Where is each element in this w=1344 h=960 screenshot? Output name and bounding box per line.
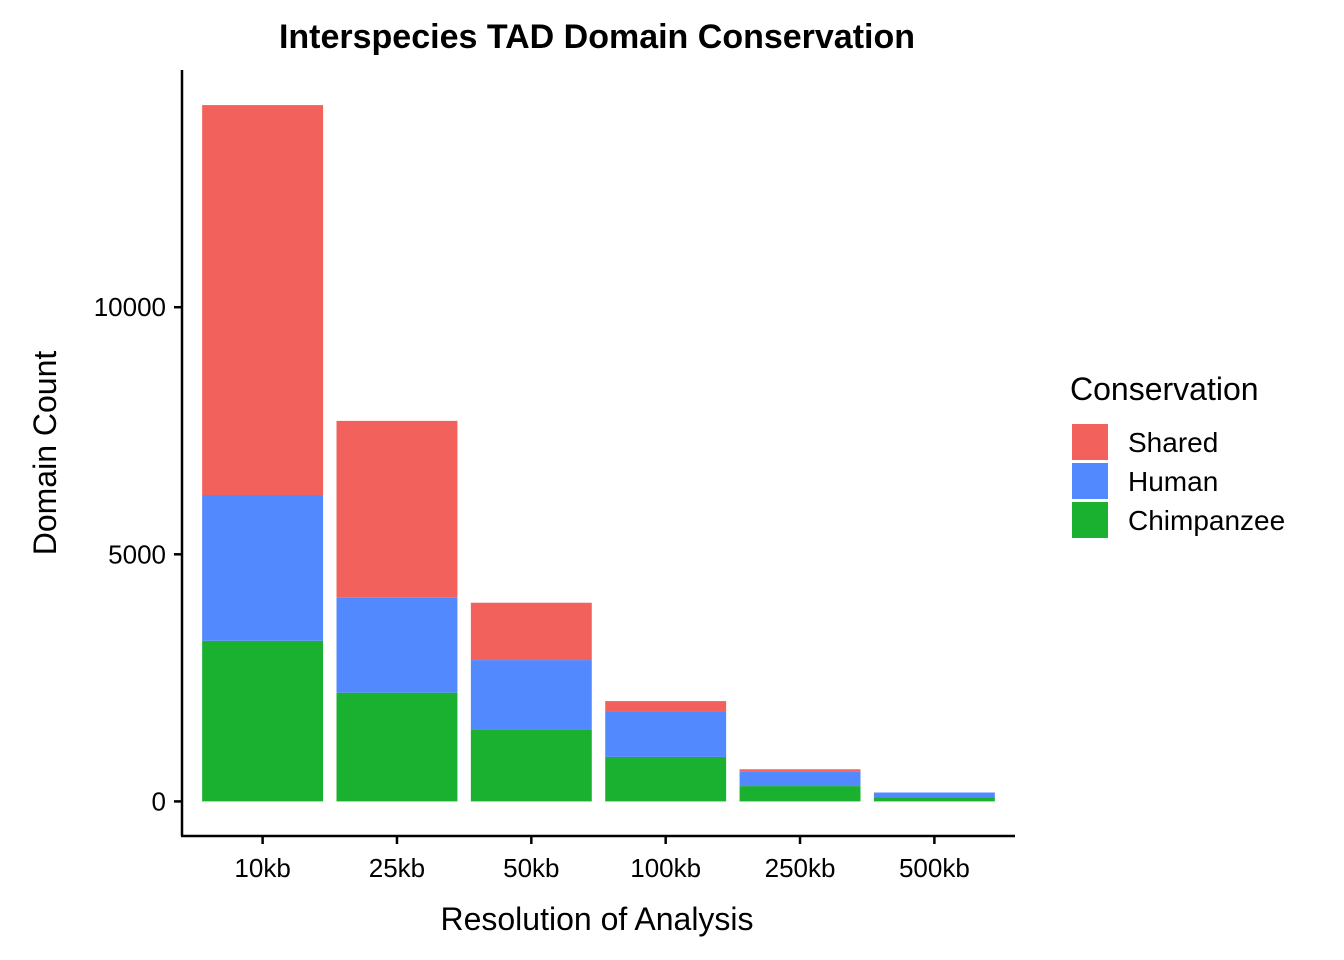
legend-swatch-human xyxy=(1072,463,1108,499)
x-tick-label-100kb: 100kb xyxy=(630,853,701,883)
x-tick-label-50kb: 50kb xyxy=(503,853,559,883)
bar-10kb-shared xyxy=(202,105,324,496)
y-tick-label: 0 xyxy=(152,786,166,816)
legend-swatch-chimpanzee xyxy=(1072,502,1108,538)
legend-swatch-shared xyxy=(1072,424,1108,460)
bar-500kb-chimpanzee xyxy=(873,797,995,802)
bars xyxy=(202,105,995,802)
x-tick-label-500kb: 500kb xyxy=(899,853,970,883)
bar-50kb-chimpanzee xyxy=(470,729,592,802)
legend-label-human: Human xyxy=(1128,466,1218,497)
y-ticks: 0 5000 10000 xyxy=(94,292,182,816)
bar-25kb-chimpanzee xyxy=(336,692,458,802)
bar-500kb-human xyxy=(873,792,995,798)
legend-label-shared: Shared xyxy=(1128,427,1218,458)
legend-items: Shared Human Chimpanzee xyxy=(1072,424,1285,538)
bar-100kb-chimpanzee xyxy=(605,756,727,802)
bar-50kb-shared xyxy=(470,602,592,661)
legend-title: Conservation xyxy=(1070,371,1259,407)
bar-50kb-human xyxy=(470,660,592,730)
bar-250kb-shared xyxy=(739,769,861,772)
bar-250kb-chimpanzee xyxy=(739,786,861,802)
bar-250kb-human xyxy=(739,771,861,787)
x-tick-label-10kb: 10kb xyxy=(234,853,290,883)
y-axis-title: Domain Count xyxy=(27,351,63,556)
bar-25kb-shared xyxy=(336,420,458,598)
legend: Conservation Shared Human Chimpanzee xyxy=(1070,371,1285,538)
y-tick-label: 5000 xyxy=(108,539,166,569)
legend-label-chimpanzee: Chimpanzee xyxy=(1128,505,1285,536)
y-tick-label: 10000 xyxy=(94,292,166,322)
bar-10kb-human xyxy=(202,495,324,641)
bar-25kb-human xyxy=(336,597,458,693)
chart-title: Interspecies TAD Domain Conservation xyxy=(279,18,915,56)
bar-10kb-chimpanzee xyxy=(202,640,324,802)
x-axis-title: Resolution of Analysis xyxy=(440,901,753,937)
x-ticks: 10kb 25kb 50kb 100kb 250kb 500kb xyxy=(234,836,970,883)
x-tick-label-25kb: 25kb xyxy=(369,853,425,883)
bar-100kb-shared xyxy=(605,701,727,712)
bar-100kb-human xyxy=(605,711,727,757)
x-tick-label-250kb: 250kb xyxy=(765,853,836,883)
